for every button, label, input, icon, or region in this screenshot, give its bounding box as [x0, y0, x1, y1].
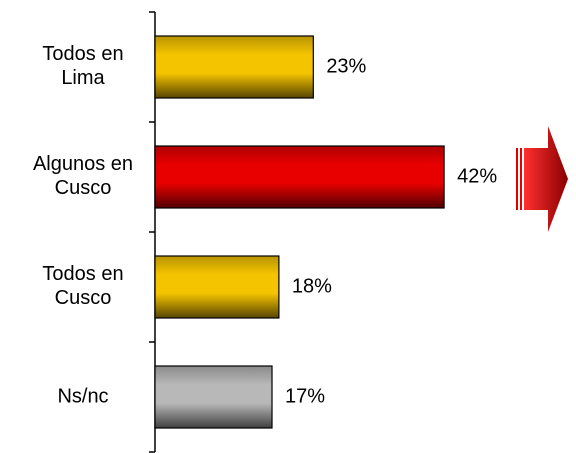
- arrow: [516, 126, 568, 232]
- y-tick-label: Todos en Lima: [42, 43, 123, 89]
- bar: [154, 255, 280, 319]
- value-label: 17%: [285, 385, 325, 407]
- y-tick-label: Ns/nc: [57, 385, 108, 407]
- value-label: 18%: [292, 275, 332, 297]
- bar: [154, 35, 314, 99]
- y-tick-label: Todos en Cusco: [42, 263, 123, 309]
- value-label: 23%: [326, 55, 366, 77]
- bar: [154, 365, 273, 429]
- y-tick-label: Algunos en Cusco: [33, 153, 133, 199]
- bar: [154, 145, 445, 209]
- value-label: 42%: [457, 165, 497, 187]
